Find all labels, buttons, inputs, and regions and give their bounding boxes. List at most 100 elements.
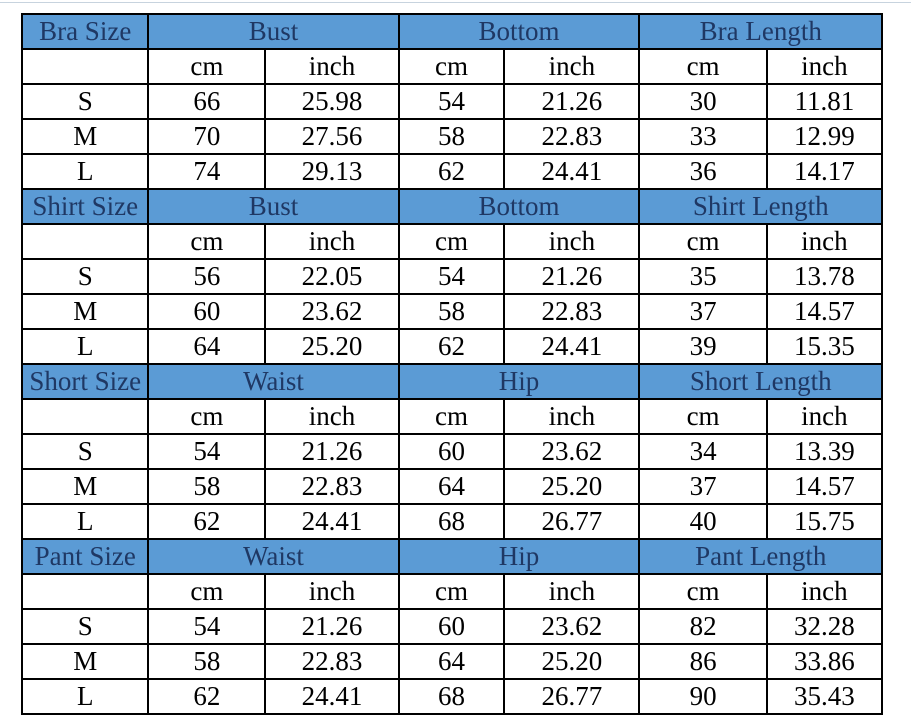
unit-label: cm <box>638 573 768 610</box>
size-chart-body: Bra Size Bust Bottom Bra Length cm inch cm inch… <box>20 13 884 715</box>
measurement-value: 58 <box>397 118 506 155</box>
size-label: L <box>20 328 150 365</box>
measurement-value: 21.26 <box>503 258 641 295</box>
size-data-row: M 70 27.56 58 22.83 33 12.99 <box>20 118 884 155</box>
size-data-row: M 58 22.83 64 25.20 86 33.86 <box>20 643 884 680</box>
measurement-value: 62 <box>147 503 267 540</box>
measurement-value: 12.99 <box>765 118 884 155</box>
measurement-value: 64 <box>397 643 506 680</box>
size-label: L <box>20 153 150 190</box>
measurement-value: 13.39 <box>765 433 884 470</box>
measurement-value: 62 <box>397 153 506 190</box>
unit-label: cm <box>397 48 506 85</box>
empty-cell <box>20 573 150 610</box>
size-label: S <box>20 83 150 120</box>
measurement-value: 34 <box>638 433 768 470</box>
measurement-value: 68 <box>397 678 506 715</box>
measurement-value: 23.62 <box>503 433 641 470</box>
section-header-row: Pant Size Waist Hip Pant Length <box>20 538 883 575</box>
measurement-value: 86 <box>638 643 768 680</box>
size-label: L <box>20 678 150 715</box>
unit-label: inch <box>503 573 641 610</box>
measurement-value: 14.17 <box>765 153 884 190</box>
size-label: S <box>20 608 150 645</box>
measurement-value: 90 <box>638 678 768 715</box>
measurement-value: 37 <box>638 468 768 505</box>
size-data-row: S 66 25.98 54 21.26 30 11.81 <box>20 83 884 120</box>
size-label: M <box>20 643 150 680</box>
section-header-row: Shirt Size Bust Bottom Shirt Length <box>20 188 883 225</box>
unit-label: inch <box>264 573 400 610</box>
measurement-value: 58 <box>147 468 267 505</box>
unit-label: cm <box>147 573 267 610</box>
measurement-value: 25.20 <box>503 468 641 505</box>
unit-label: cm <box>147 223 267 260</box>
unit-label: inch <box>765 223 884 260</box>
section-header-row: Short Size Waist Hip Short Length <box>20 363 883 400</box>
size-data-row: M 60 23.62 58 22.83 37 14.57 <box>20 293 884 330</box>
size-label: S <box>20 258 150 295</box>
unit-label: cm <box>397 223 506 260</box>
measure-group-header: Hip <box>397 363 641 400</box>
measurement-value: 24.41 <box>503 153 641 190</box>
measurement-value: 25.20 <box>264 328 400 365</box>
measurement-value: 22.83 <box>503 118 641 155</box>
measurement-value: 15.75 <box>765 503 884 540</box>
measurement-value: 60 <box>147 293 267 330</box>
measurement-value: 36 <box>638 153 768 190</box>
unit-label: cm <box>147 48 267 85</box>
measurement-value: 25.98 <box>264 83 400 120</box>
measurement-value: 24.41 <box>264 678 400 715</box>
measurement-value: 40 <box>638 503 768 540</box>
measurement-value: 23.62 <box>503 608 641 645</box>
size-data-row: L 64 25.20 62 24.41 39 15.35 <box>20 328 884 365</box>
measurement-value: 56 <box>147 258 267 295</box>
measurement-value: 25.20 <box>503 643 641 680</box>
measurement-value: 68 <box>397 503 506 540</box>
unit-label: inch <box>264 48 400 85</box>
measurement-value: 14.57 <box>765 468 884 505</box>
measure-group-header: Bottom <box>397 13 641 50</box>
size-data-row: S 54 21.26 60 23.62 34 13.39 <box>20 433 884 470</box>
measurement-value: 70 <box>147 118 267 155</box>
measurement-value: 21.26 <box>264 433 400 470</box>
measurement-value: 54 <box>397 83 506 120</box>
measure-group-header: Short Length <box>638 363 883 400</box>
unit-label: inch <box>503 223 641 260</box>
empty-cell <box>20 223 150 260</box>
size-data-row: S 54 21.26 60 23.62 82 32.28 <box>20 608 884 645</box>
unit-label: inch <box>503 48 641 85</box>
section-header-row: Bra Size Bust Bottom Bra Length <box>20 13 883 50</box>
measurement-value: 22.83 <box>264 468 400 505</box>
measurement-value: 15.35 <box>765 328 884 365</box>
measurement-value: 54 <box>147 608 267 645</box>
measure-group-header: Bra Length <box>638 13 883 50</box>
measure-group-header: Bottom <box>397 188 641 225</box>
measurement-value: 54 <box>147 433 267 470</box>
measure-group-header: Bust <box>147 13 400 50</box>
measurement-value: 30 <box>638 83 768 120</box>
unit-label: cm <box>397 398 506 435</box>
unit-label: inch <box>264 223 400 260</box>
units-row: cm inch cm inch cm inch <box>20 223 884 260</box>
unit-label: inch <box>765 48 884 85</box>
measurement-value: 32.28 <box>765 608 884 645</box>
empty-cell <box>20 398 150 435</box>
measurement-value: 64 <box>147 328 267 365</box>
unit-label: cm <box>638 223 768 260</box>
unit-label: cm <box>397 573 506 610</box>
measurement-value: 23.62 <box>264 293 400 330</box>
unit-label: cm <box>638 48 768 85</box>
size-data-row: S 56 22.05 54 21.26 35 13.78 <box>20 258 884 295</box>
size-label: L <box>20 503 150 540</box>
size-chart-table: Bra Size Bust Bottom Bra Length cm inch cm inch… <box>20 13 884 715</box>
unit-label: inch <box>264 398 400 435</box>
measurement-value: 60 <box>397 433 506 470</box>
unit-label: cm <box>638 398 768 435</box>
measurement-value: 22.05 <box>264 258 400 295</box>
measurement-value: 22.83 <box>264 643 400 680</box>
measurement-value: 60 <box>397 608 506 645</box>
measure-group-header: Waist <box>147 538 400 575</box>
size-label: M <box>20 293 150 330</box>
size-type-header: Short Size <box>20 363 150 400</box>
